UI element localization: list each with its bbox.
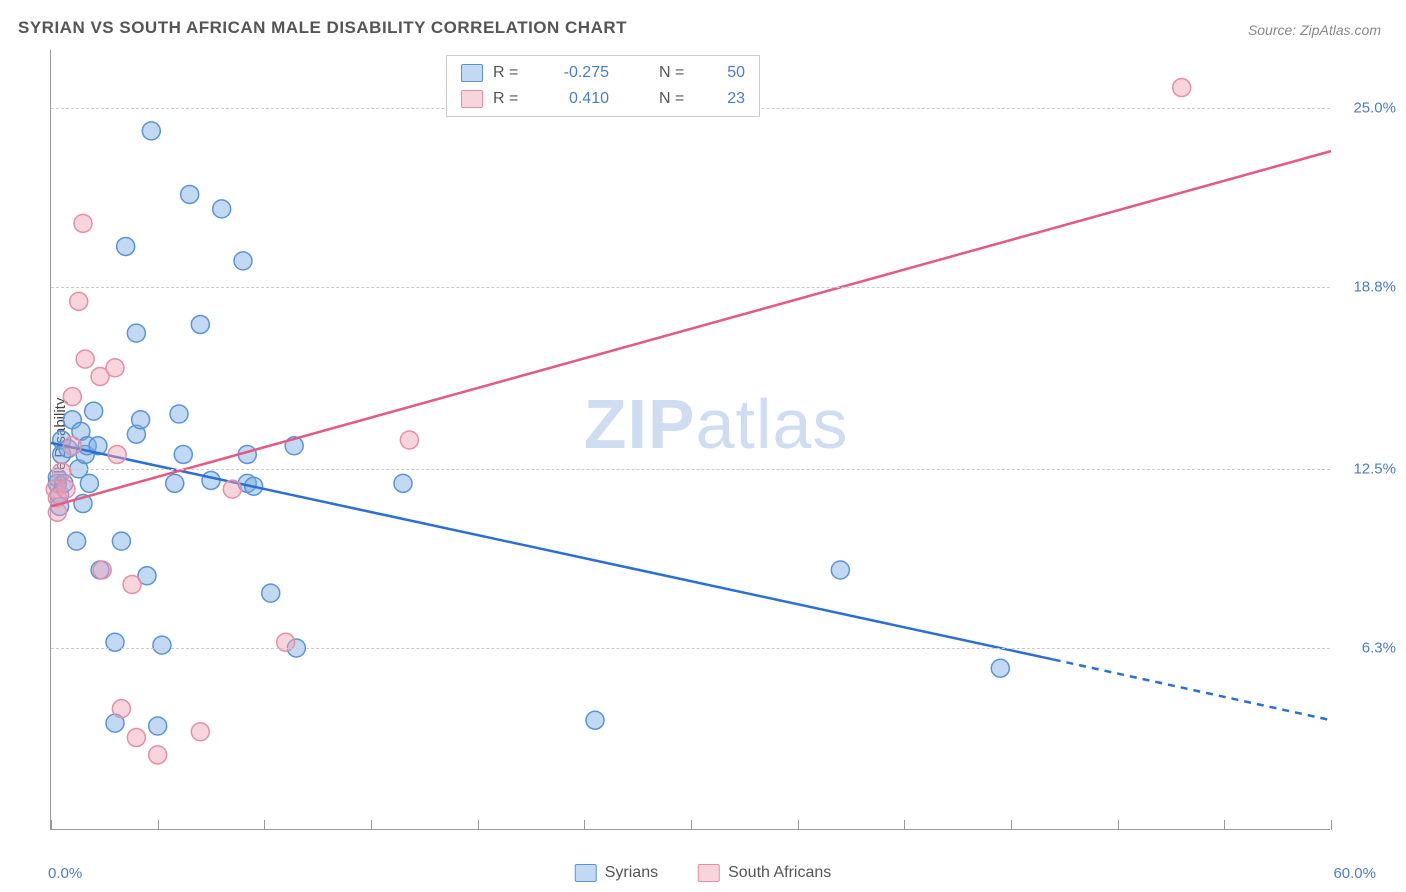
scatter-point	[166, 474, 184, 492]
scatter-point	[213, 200, 231, 218]
scatter-point	[394, 474, 412, 492]
x-tick-mark	[584, 820, 585, 830]
x-tick-mark	[478, 820, 479, 830]
scatter-point	[586, 711, 604, 729]
legend-row: R = 0.410 N = 23	[461, 86, 745, 112]
chart-title: SYRIAN VS SOUTH AFRICAN MALE DISABILITY …	[18, 18, 627, 38]
scatter-point	[106, 359, 124, 377]
scatter-point	[400, 431, 418, 449]
x-tick-mark	[264, 820, 265, 830]
scatter-point	[68, 532, 86, 550]
scatter-point	[70, 292, 88, 310]
series-legend: Syrians South Africans	[575, 864, 832, 882]
legend-r-value: -0.275	[539, 60, 609, 86]
scatter-point	[74, 214, 92, 232]
x-tick-mark	[1011, 820, 1012, 830]
scatter-point	[127, 729, 145, 747]
scatter-point	[117, 237, 135, 255]
legend-r-label: R =	[493, 60, 529, 86]
plot-area: ZIPatlas R =-0.275N =50R =0.410N =23	[50, 50, 1330, 830]
legend-r-label: R =	[493, 86, 529, 112]
scatter-point	[108, 445, 126, 463]
scatter-point	[262, 584, 280, 602]
gridline	[51, 469, 1330, 470]
scatter-point	[1173, 79, 1191, 97]
scatter-point	[234, 252, 252, 270]
x-tick-mark	[1118, 820, 1119, 830]
legend-item: South Africans	[698, 864, 831, 882]
scatter-point	[63, 437, 81, 455]
scatter-point	[85, 402, 103, 420]
scatter-point	[112, 532, 130, 550]
x-tick-mark	[1224, 820, 1225, 830]
x-tick-mark	[1331, 820, 1332, 830]
scatter-chart	[51, 50, 1330, 829]
scatter-point	[53, 463, 71, 481]
chart-container: { "title": "SYRIAN VS SOUTH AFRICAN MALE…	[0, 0, 1406, 892]
legend-item-label: Syrians	[605, 864, 658, 882]
x-tick-mark	[904, 820, 905, 830]
scatter-point	[57, 480, 75, 498]
scatter-point	[149, 717, 167, 735]
scatter-point	[93, 561, 111, 579]
y-tick-label: 25.0%	[1353, 99, 1396, 116]
scatter-point	[63, 388, 81, 406]
legend-n-label: N =	[659, 86, 695, 112]
trend-line	[51, 151, 1331, 506]
scatter-point	[174, 445, 192, 463]
legend-swatch	[575, 864, 597, 882]
legend-swatch	[461, 90, 483, 108]
legend-n-value: 50	[705, 60, 745, 86]
trend-line-dash	[1054, 660, 1331, 721]
legend-swatch	[698, 864, 720, 882]
gridline	[51, 287, 1330, 288]
scatter-point	[191, 723, 209, 741]
scatter-point	[149, 746, 167, 764]
scatter-point	[132, 411, 150, 429]
trend-line	[51, 443, 1054, 660]
y-tick-label: 6.3%	[1362, 640, 1396, 657]
source-attribution: Source: ZipAtlas.com	[1248, 22, 1381, 38]
scatter-point	[127, 324, 145, 342]
x-axis-max-label: 60.0%	[1333, 865, 1376, 882]
scatter-point	[831, 561, 849, 579]
correlation-legend: R = -0.275 N = 50 R = 0.410 N = 23	[446, 55, 760, 117]
legend-item-label: South Africans	[728, 864, 831, 882]
scatter-point	[76, 350, 94, 368]
scatter-point	[123, 575, 141, 593]
y-tick-label: 12.5%	[1353, 460, 1396, 477]
scatter-point	[153, 636, 171, 654]
scatter-point	[142, 122, 160, 140]
x-tick-mark	[371, 820, 372, 830]
x-tick-mark	[798, 820, 799, 830]
x-tick-mark	[691, 820, 692, 830]
scatter-point	[80, 474, 98, 492]
x-axis-min-label: 0.0%	[48, 865, 82, 882]
legend-row: R = -0.275 N = 50	[461, 60, 745, 86]
gridline	[51, 648, 1330, 649]
legend-n-label: N =	[659, 60, 695, 86]
scatter-point	[223, 480, 241, 498]
scatter-point	[202, 471, 220, 489]
scatter-point	[191, 315, 209, 333]
scatter-point	[170, 405, 188, 423]
y-tick-label: 18.8%	[1353, 278, 1396, 295]
scatter-point	[112, 700, 130, 718]
legend-r-value: 0.410	[539, 86, 609, 112]
legend-item: Syrians	[575, 864, 658, 882]
x-tick-mark	[51, 820, 52, 830]
x-tick-mark	[158, 820, 159, 830]
legend-n-value: 23	[705, 86, 745, 112]
scatter-point	[991, 659, 1009, 677]
legend-swatch	[461, 64, 483, 82]
scatter-point	[181, 185, 199, 203]
